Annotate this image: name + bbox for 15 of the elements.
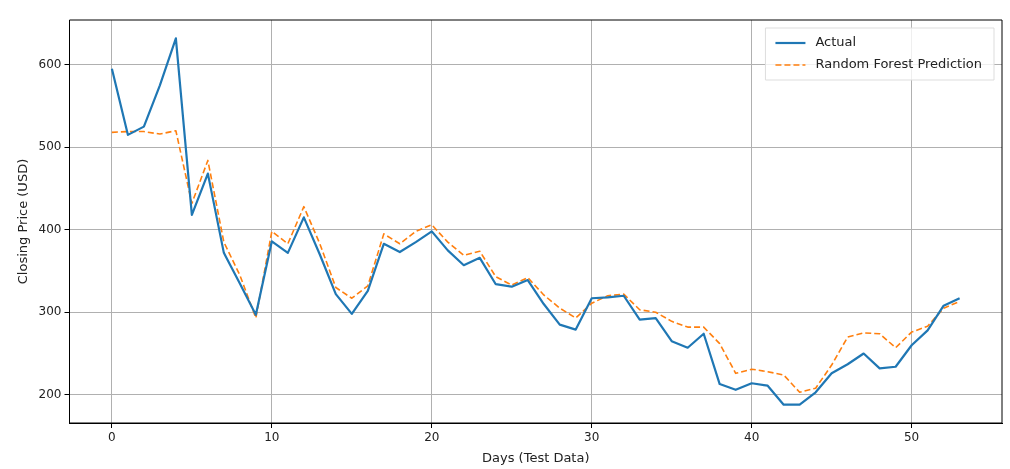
x-tick-label: 50 (903, 430, 920, 445)
y-tick-label: 600 (38, 56, 62, 71)
legend-label: Actual (815, 34, 857, 50)
legend-label: Random Forest Prediction (815, 56, 982, 72)
x-tick-label: 40 (744, 430, 760, 445)
x-axis-title: Days (Test Data) (482, 449, 590, 465)
y-tick-label: 200 (38, 386, 62, 401)
x-tick-label: 20 (424, 430, 440, 445)
y-axis-title: Closing Price (USD) (15, 158, 31, 285)
y-tick-label: 400 (38, 221, 62, 236)
y-tick-label: 500 (38, 139, 62, 154)
y-tick-label: 300 (38, 304, 62, 319)
x-tick-label: 30 (584, 430, 600, 445)
x-tick-label: 0 (108, 430, 116, 445)
x-tick-label: 10 (264, 430, 280, 445)
